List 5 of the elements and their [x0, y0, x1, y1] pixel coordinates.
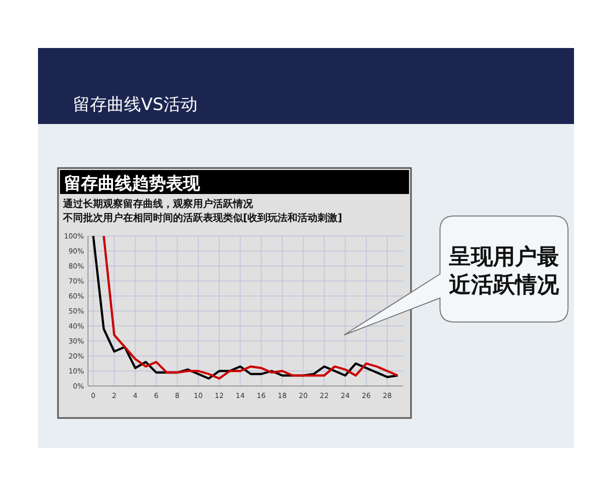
chart-subtitle: 留存曲线趋势表现 — [64, 174, 201, 194]
text: 不同批次用户在相同时间的活跃表现类似[收到玩法和活动刺激] — [62, 212, 342, 224]
chart-title: 留存曲线VS活动 — [73, 95, 198, 115]
text: 呈现用户最近活跃情况 — [448, 244, 560, 298]
text: 通过长期观察留存曲线，观察用户活跃情况 — [62, 198, 254, 210]
